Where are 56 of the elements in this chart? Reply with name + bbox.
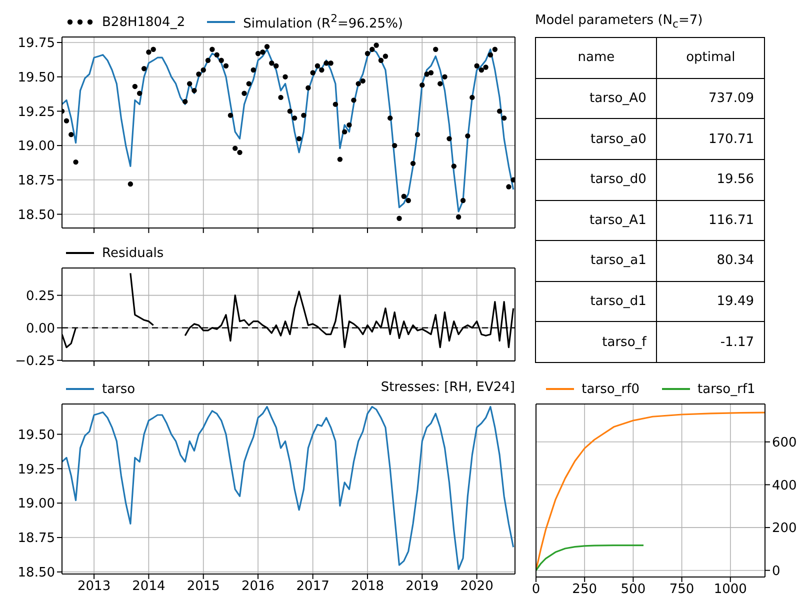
y-tick-label: 18.50 [18,208,55,223]
text: tarso_a1 [590,253,646,268]
x-tick-label: 2017 [296,579,330,594]
y-tick-label: 0.25 [26,288,55,304]
text: optimal [686,50,736,66]
x-tick-label: 2013 [78,579,111,594]
x-tick-label: 2019 [406,579,439,594]
legend-label: Residuals [102,246,164,260]
y-tick-label: 19.00 [18,139,55,154]
text: tarso_f [602,334,646,350]
x-tick-label: 2020 [460,579,494,594]
text: 737.09 [708,90,754,106]
y2-tick-label: 0 [772,564,780,579]
text: tarso_A0 [590,90,646,106]
line-series [536,544,644,572]
text: 19.49 [716,294,754,310]
legend-label: tarso_rf1 [698,382,756,396]
legend-label: tarso [102,382,136,396]
text: 170.71 [708,132,754,147]
text: -1.17 [720,334,754,350]
text: 116.71 [708,212,754,228]
x-tick-label: 750 [669,582,694,598]
y2-tick-label: 200 [772,521,797,536]
y-tick-label: 19.50 [18,428,55,443]
text: tarso_d1 [590,294,646,310]
text: 80.34 [716,253,754,268]
y-tick-label: 18.75 [18,174,55,189]
y2-tick-label: 400 [772,478,797,494]
y-tick-label: −0.25 [15,354,55,369]
legend-label: B28H1804_2 [102,14,186,30]
y-tick-label: 19.25 [18,104,55,120]
x-tick-label: 250 [572,582,598,598]
y-tick-label: 18.75 [18,531,55,546]
y-tick-label: 19.75 [18,36,55,52]
y-tick-label: 18.50 [18,566,55,581]
x-tick-label: 2015 [186,579,220,594]
y-tick-label: 19.50 [18,70,55,86]
x-tick-label: 0 [532,582,540,598]
x-tick-label: 2018 [350,579,384,594]
legend-label: Simulation (R$^{2}$=96.25%) [243,12,404,32]
y2-tick-label: 600 [772,436,797,451]
text: tarso_a0 [590,132,646,147]
y-tick-label: 0.00 [26,321,55,336]
y-tick-label: 19.00 [18,496,55,512]
x-tick-label: 2016 [241,579,275,594]
legend-label: tarso_rf0 [582,382,640,396]
text: tarso_d0 [590,172,646,188]
x-tick-label: 1000 [714,582,747,598]
chart-title: Stresses: [RH, EV24] [380,380,515,395]
x-tick-label: 2014 [132,579,166,594]
text: tarso_A1 [590,212,646,228]
y-tick-label: 19.25 [18,462,55,478]
text: name [578,50,615,66]
text: Model parameters (N$_{c}$=7) [535,13,703,31]
text: 19.56 [716,172,754,188]
x-tick-label: 500 [620,582,646,598]
